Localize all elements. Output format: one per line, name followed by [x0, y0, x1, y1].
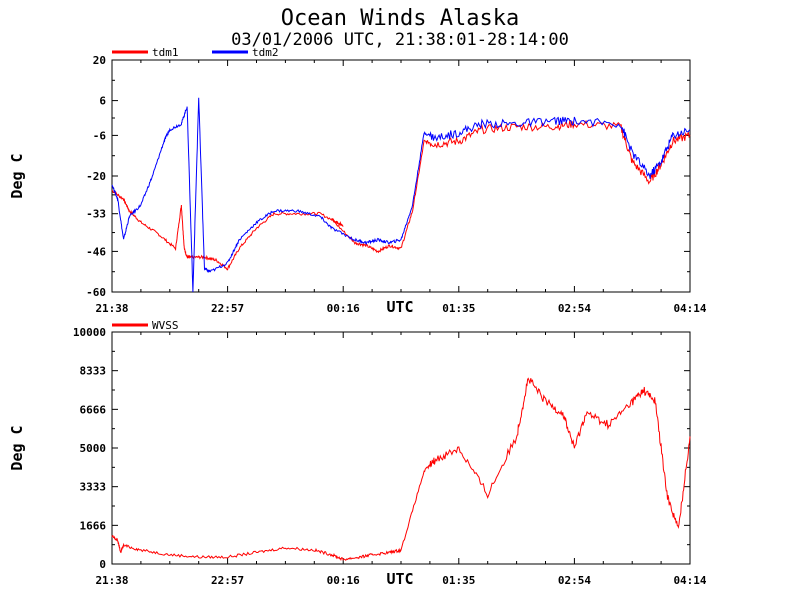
x-tick-label: 22:57: [211, 574, 244, 587]
x-tick-label: 00:16: [327, 574, 360, 587]
y-tick-label: 5000: [80, 442, 107, 455]
y-tick-label: 1666: [80, 519, 107, 532]
y-tick-label: -60: [86, 286, 106, 299]
y-tick-label: 6666: [80, 403, 107, 416]
wvss-panel: 10000 8333 6666 5000 3333 1666 0 21:38 22:57 00:1…: [8, 319, 707, 588]
x-axis-label: UTC: [386, 570, 413, 588]
x-tick-label: 04:14: [673, 302, 706, 315]
plot-frame: [111, 331, 691, 565]
y-tick-label: 8333: [80, 365, 107, 378]
x-tick-label: 21:38: [95, 574, 128, 587]
series-line-tdm1: [111, 119, 691, 271]
series-line-WVSS: [111, 377, 691, 562]
chart-subtitle: 03/01/2006 UTC, 21:38:01-28:14:00: [231, 30, 569, 50]
y-tick-label: 10000: [73, 326, 106, 339]
x-tick-label: 22:57: [211, 302, 244, 315]
y-tick-label: -33: [86, 208, 106, 221]
y-tick-label: 20: [93, 54, 106, 67]
legend-label-tdm1: tdm1: [152, 46, 179, 59]
x-tick-label: 04:14: [673, 574, 706, 587]
y-tick-label: 3333: [80, 481, 107, 494]
x-tick-label: 01:35: [442, 302, 475, 315]
y-tick-label: 6: [99, 95, 106, 108]
x-tick-label: 00:16: [327, 302, 360, 315]
y-tick-label: -46: [86, 245, 106, 258]
series-line-tdm2: [111, 97, 691, 293]
chart-title: Ocean Winds Alaska: [281, 6, 519, 31]
x-tick-label: 01:35: [442, 574, 475, 587]
x-tick-label: 21:38: [95, 302, 128, 315]
y-tick-label: 0: [99, 558, 106, 571]
y-axis-label: Deg C: [8, 153, 26, 198]
y-axis-label: Deg C: [8, 425, 26, 470]
x-tick-label: 02:54: [558, 574, 591, 587]
y-tick-label: -6: [93, 129, 107, 142]
legend-label-tdm2: tdm2: [252, 46, 279, 59]
temperature-panel: 20 6 -6 -20 -33 -46 -60 21:38 22:57 00:16 01:35 02:…: [8, 46, 707, 316]
x-tick-label: 02:54: [558, 302, 591, 315]
y-tick-label: -20: [86, 170, 106, 183]
legend-label-WVSS: WVSS: [152, 319, 179, 332]
x-axis-label: UTC: [386, 298, 413, 316]
